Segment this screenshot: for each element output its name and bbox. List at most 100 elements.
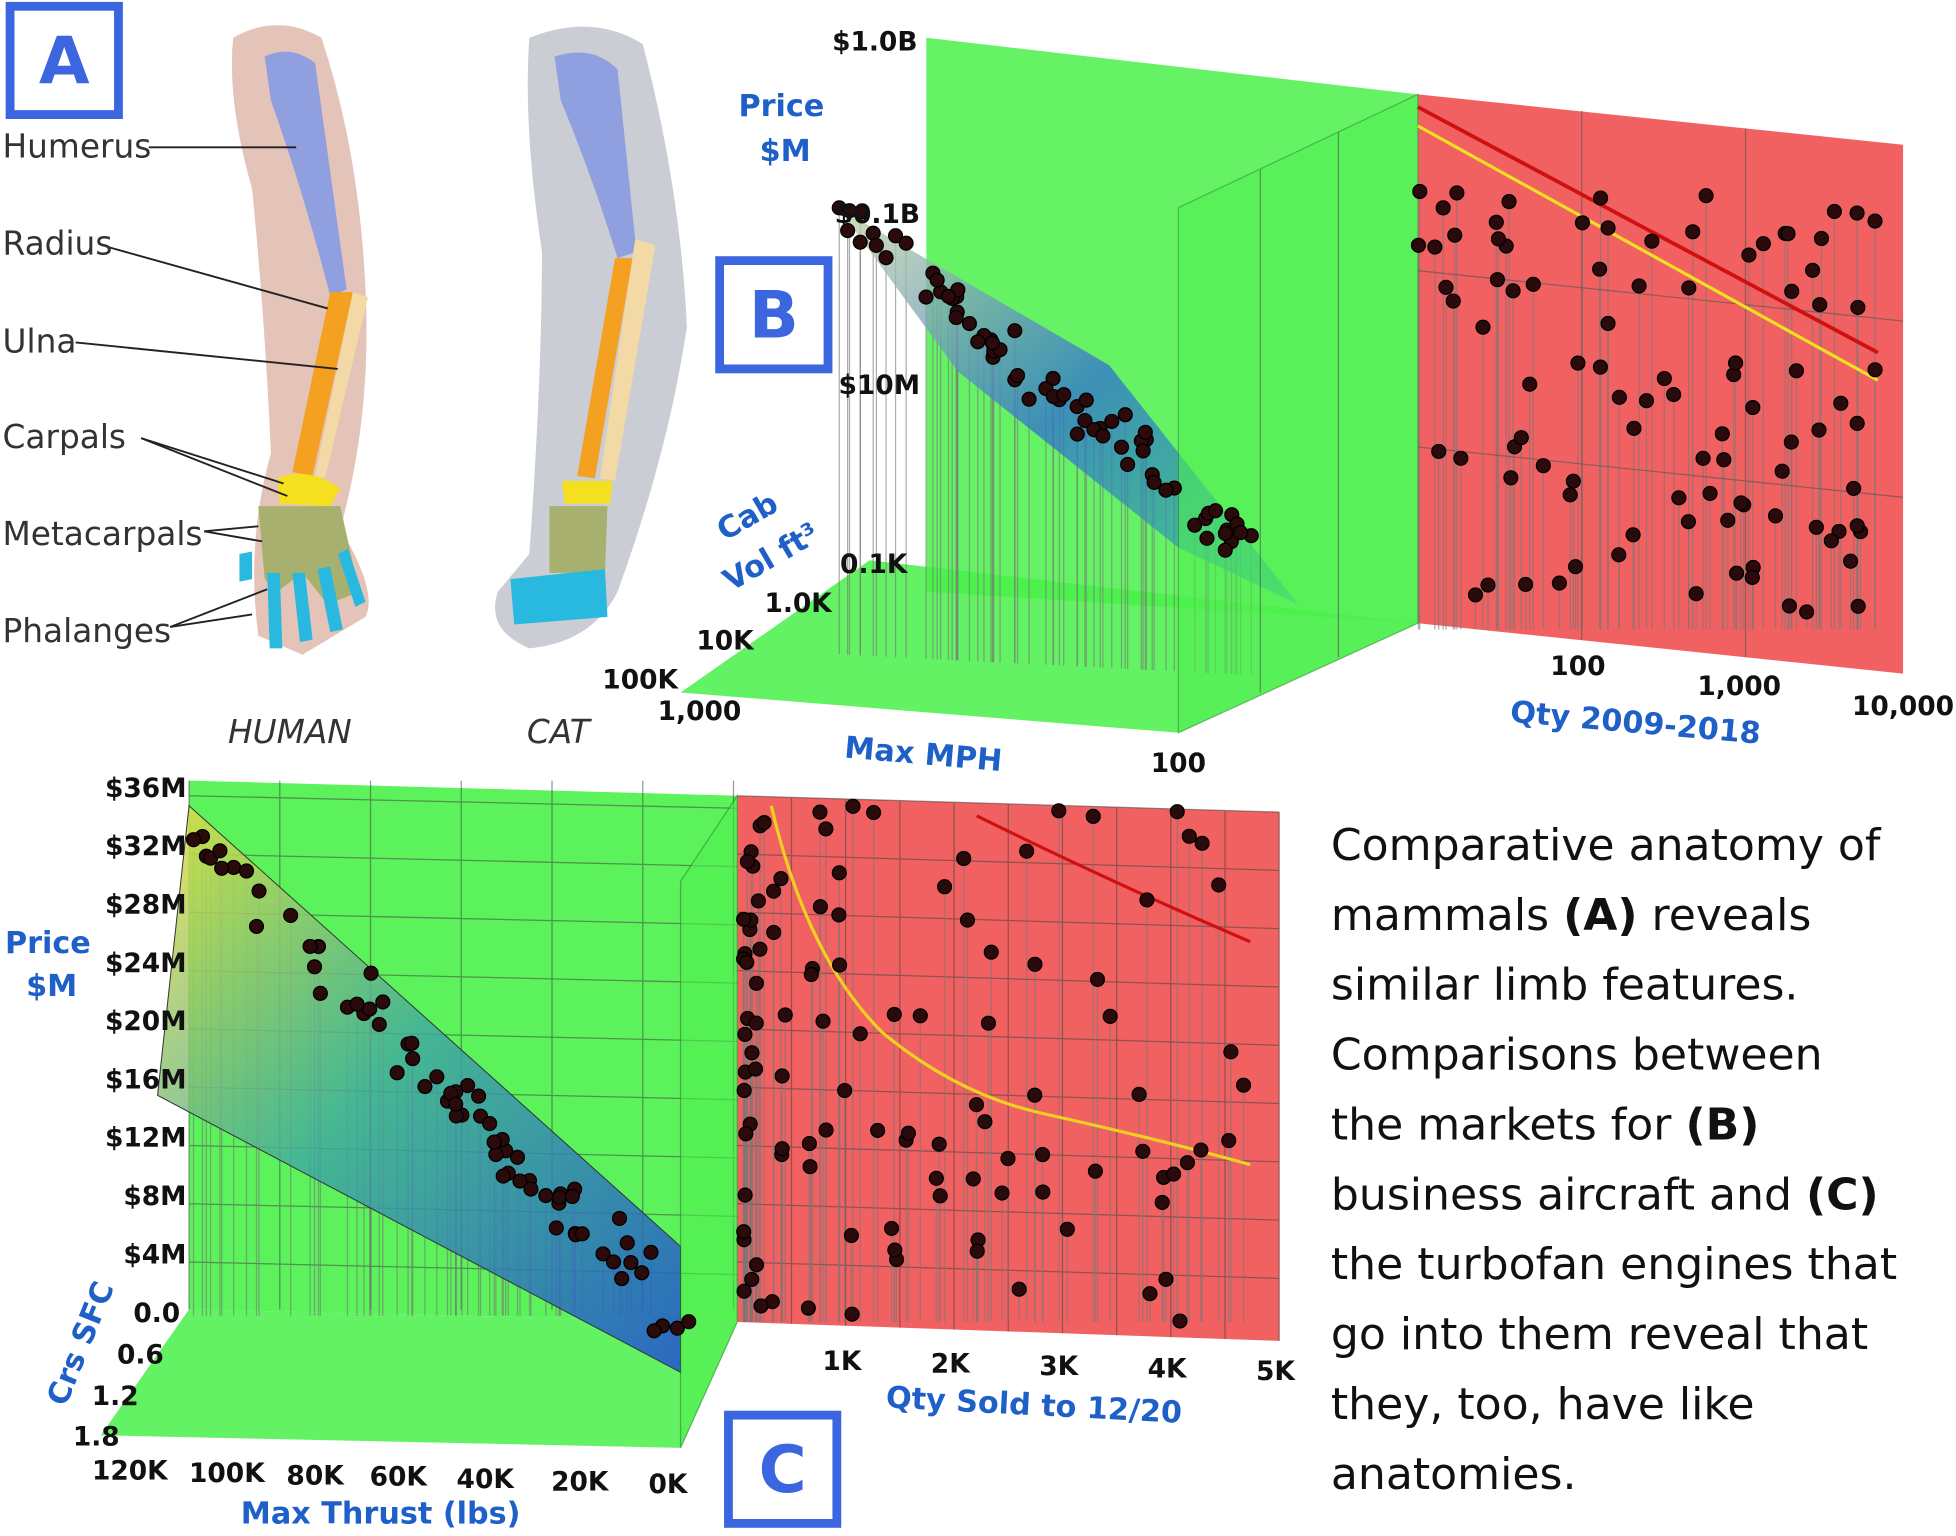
point (1187, 517, 1203, 533)
point (1666, 387, 1682, 403)
point (1102, 1008, 1118, 1024)
point (1051, 803, 1067, 819)
cat-humerus (554, 52, 637, 259)
point (766, 883, 782, 899)
point (1671, 490, 1687, 506)
tick-label: 3K (1039, 1351, 1079, 1382)
point (1805, 262, 1821, 278)
point (371, 1016, 387, 1032)
point (1158, 482, 1174, 498)
bone-label: Humerus (3, 127, 152, 165)
point (1139, 892, 1155, 908)
point (538, 1188, 554, 1204)
point (1221, 1133, 1237, 1149)
point (1233, 525, 1249, 541)
chart-c (100, 780, 1280, 1449)
point (752, 941, 768, 957)
tick-label: 60K (370, 1462, 429, 1493)
tick-label: 4K (1148, 1353, 1188, 1384)
point (737, 1187, 753, 1203)
point (918, 289, 934, 305)
point (1447, 227, 1463, 243)
leader-lines (75, 146, 338, 628)
cat-ulna (599, 239, 656, 481)
point (1211, 877, 1227, 893)
point (1638, 393, 1655, 409)
point (868, 237, 884, 253)
axis-title: Price (5, 926, 91, 961)
point (912, 1008, 928, 1024)
tick-label: 1,000 (1697, 671, 1781, 702)
point (1467, 587, 1484, 603)
trend-line (1416, 105, 1879, 355)
point (840, 223, 856, 239)
caption-text: Comparisons between (1331, 1030, 1823, 1081)
point (643, 1244, 659, 1260)
caption: Comparative anatomy of mammals (A) reveal… (1331, 820, 1897, 1500)
point (812, 804, 828, 820)
tick-label: 120K (92, 1455, 169, 1486)
tick-label: $12M (105, 1123, 187, 1154)
labels: Humerus Radius Ulna Carpals Metacarpals Phala… (3, 26, 1955, 1531)
panel-box (724, 1410, 842, 1528)
bone-label: Carpals (3, 418, 126, 456)
point (214, 860, 230, 876)
point (1788, 363, 1804, 379)
point (812, 899, 828, 915)
point (994, 1185, 1010, 1201)
human-radius (292, 292, 353, 476)
leader (204, 525, 259, 533)
point (646, 1323, 662, 1339)
caption-text: (B) (1685, 1099, 1759, 1150)
point (248, 918, 265, 934)
point (766, 924, 782, 941)
drop-lines (838, 191, 1876, 676)
point (738, 1126, 754, 1142)
point (831, 907, 847, 923)
human-phalanges (239, 548, 366, 649)
grid (1259, 110, 1904, 693)
tick-label: 20K (551, 1467, 610, 1498)
point (1567, 559, 1584, 575)
tick-label: 100 (1151, 748, 1206, 779)
point (1438, 279, 1454, 295)
point (818, 821, 834, 837)
point (1626, 420, 1642, 436)
point (1193, 1142, 1209, 1158)
point (736, 1283, 752, 1299)
point (574, 1226, 590, 1242)
axis-title: $M (760, 134, 811, 169)
point (1146, 474, 1162, 490)
point (1077, 413, 1093, 429)
point (429, 1069, 445, 1085)
point (736, 1224, 752, 1240)
point (1681, 280, 1697, 296)
caption-text: (A) (1563, 890, 1637, 941)
front-plane (1177, 93, 1419, 734)
point (1695, 450, 1711, 466)
point (417, 1078, 433, 1095)
point (1625, 527, 1641, 543)
point (1085, 808, 1101, 824)
point (1720, 512, 1736, 528)
tick-label: $10M (838, 370, 920, 401)
point (1728, 355, 1744, 371)
point (1570, 355, 1586, 371)
point (1850, 299, 1866, 315)
point (948, 310, 964, 326)
tick-label: 10K (696, 626, 755, 657)
cat-phalanges (510, 569, 608, 625)
point (818, 1122, 834, 1138)
point (878, 250, 894, 266)
human-humerus (264, 51, 347, 296)
point (251, 883, 267, 899)
tick-label: $32M (105, 831, 187, 862)
point (852, 234, 868, 250)
point (968, 1097, 985, 1113)
point (744, 1271, 760, 1287)
point (1685, 224, 1701, 240)
point (1867, 213, 1883, 229)
leader (106, 245, 328, 310)
point (900, 1125, 916, 1141)
point (1113, 439, 1130, 455)
